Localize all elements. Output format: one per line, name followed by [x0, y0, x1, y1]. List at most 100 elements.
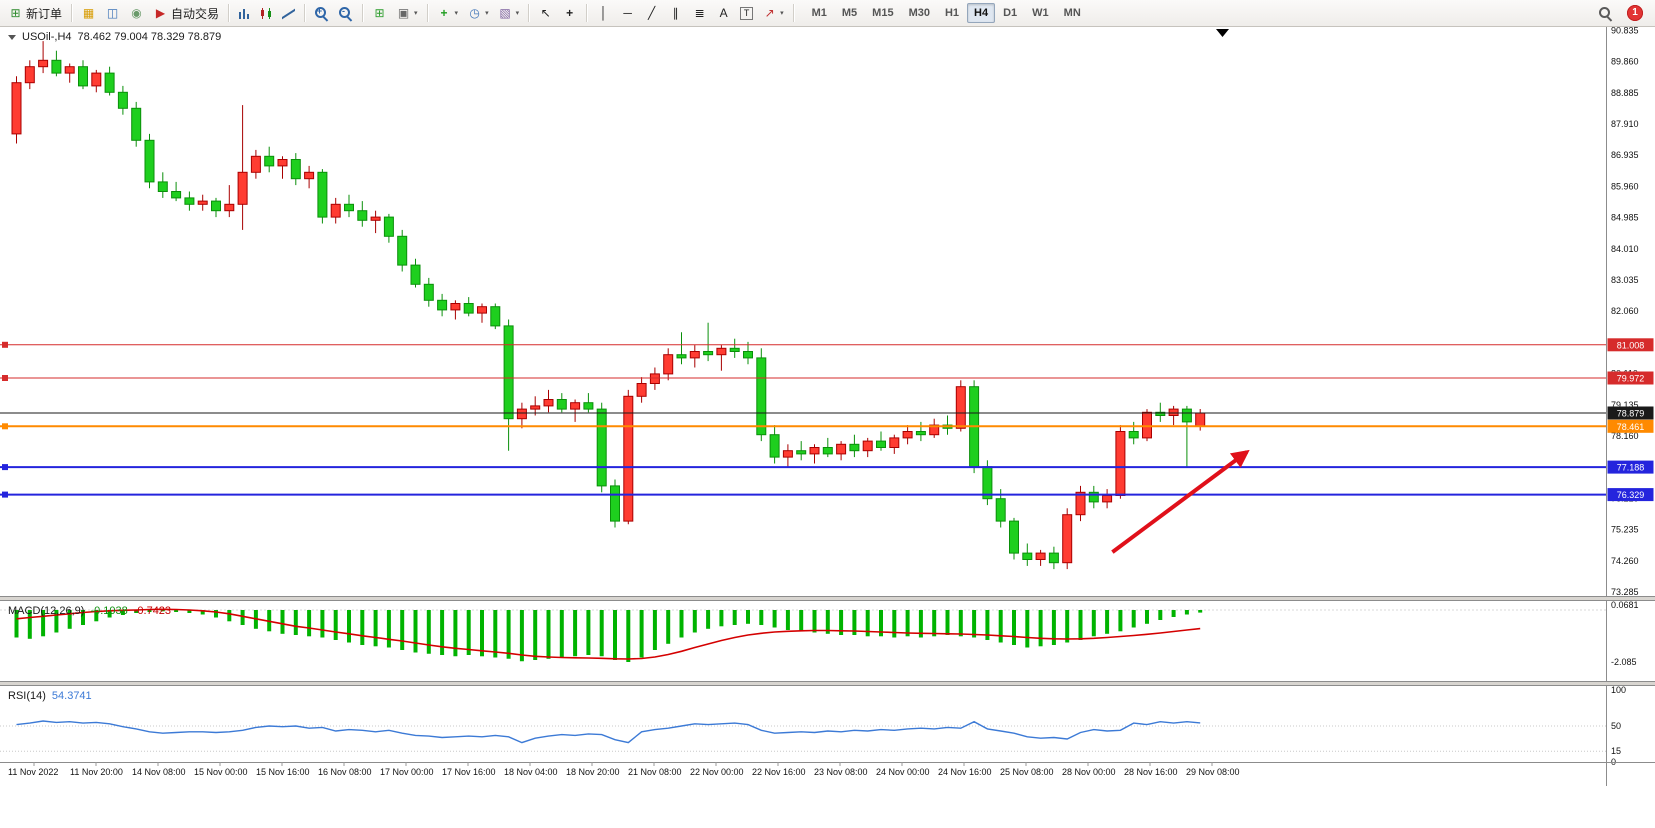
zoom-in-button[interactable]: + [310, 2, 333, 24]
timeframe-h1-button[interactable]: H1 [938, 3, 966, 23]
price-axis[interactable]: 90.835 89.860 88.885 87.910 86.935 85.960 84.9… [1606, 27, 1654, 786]
vertical-line-icon: │ [599, 6, 608, 20]
svg-text:16 Nov 08:00: 16 Nov 08:00 [318, 767, 372, 777]
text-label-icon: T [740, 6, 754, 20]
horizontal-line-icon: ─ [623, 6, 632, 20]
trend-arrow-annotation[interactable] [1111, 449, 1250, 554]
line-handle[interactable] [2, 464, 8, 471]
svg-text:79.972: 79.972 [1617, 374, 1645, 384]
svg-text:28 Nov 00:00: 28 Nov 00:00 [1062, 767, 1116, 777]
svg-text:50: 50 [1611, 721, 1621, 731]
dropdown-caret-icon: ▾ [515, 10, 520, 17]
candlestick-chart-button[interactable] [256, 2, 277, 24]
chart-shift-marker[interactable] [1216, 29, 1229, 37]
timeframe-m15-button[interactable]: M15 [865, 3, 900, 23]
profiles-button[interactable]: ◫ [101, 2, 124, 24]
timeframe-m30-button[interactable]: M30 [902, 3, 937, 23]
timeframe-h4-button[interactable]: H4 [967, 3, 996, 23]
svg-text:25 Nov 08:00: 25 Nov 08:00 [1000, 767, 1054, 777]
tile-windows-button[interactable]: ⊞ [368, 2, 391, 24]
toolbar-separator [792, 4, 794, 22]
new-order-button-label: 新订单 [26, 6, 63, 21]
line-chart-button[interactable] [278, 2, 299, 24]
svg-text:89.860: 89.860 [1611, 57, 1639, 67]
timeframe-m5-button[interactable]: M5 [835, 3, 864, 23]
rsi-panel: 10050150 [0, 685, 1626, 767]
zoom-in-icon: + [314, 6, 329, 21]
time-axis[interactable]: 11 Nov 2022 11 Nov 20:00 14 Nov 08:00 15 No… [0, 762, 1655, 777]
price-badge [1607, 338, 1654, 352]
svg-text:83.035: 83.035 [1611, 275, 1639, 285]
svg-text:76.329: 76.329 [1617, 490, 1645, 500]
line-handle[interactable] [2, 375, 8, 381]
periods-button[interactable]: ◷ ▾ [463, 2, 493, 24]
price-badge [1607, 406, 1654, 420]
svg-text:84.985: 84.985 [1611, 213, 1639, 223]
svg-text:29 Nov 08:00: 29 Nov 08:00 [1186, 767, 1240, 777]
channel-button[interactable]: ∥ [664, 2, 687, 24]
toolbar-main-group: ⊞ 新订单 ▦ ◫ ◉ ▶ 自动交易 + - ⊞ ▣ ▾ + ▾ ◷ ▾ ▧ ▾ ↖ + │ ─ ╱ ∥ ≣ A T ↗ ▾ M1 M5 M1… [4, 2, 1088, 24]
line-handle[interactable] [2, 491, 8, 498]
toolbar-separator [528, 4, 530, 22]
line-handle[interactable] [2, 423, 8, 430]
bar-chart-button[interactable] [234, 2, 255, 24]
line-chart-icon [282, 7, 295, 20]
svg-text:14 Nov 08:00: 14 Nov 08:00 [132, 767, 186, 777]
cursor-button[interactable]: ↖ [534, 2, 557, 24]
tile-windows-icon: ⊞ [374, 6, 385, 20]
price-badge [1607, 488, 1654, 502]
line-handle[interactable] [2, 341, 8, 348]
market-watch-icon: ◉ [131, 6, 142, 20]
channel-icon: ∥ [672, 6, 679, 20]
timeframe-w1-button[interactable]: W1 [1025, 3, 1056, 23]
toolbar-separator [304, 4, 306, 22]
candles [11, 41, 1206, 570]
toolbar-separator [426, 4, 428, 22]
zoom-out-button[interactable]: - [334, 2, 357, 24]
market-watch-button[interactable]: ◉ [125, 2, 148, 24]
dropdown-caret-icon: ▾ [485, 10, 489, 17]
svg-text:28 Nov 16:00: 28 Nov 16:00 [1124, 767, 1178, 777]
svg-text:15: 15 [1611, 746, 1621, 756]
trendline-button[interactable]: ╱ [640, 2, 663, 24]
autotrading-button[interactable]: ▶ 自动交易 [149, 2, 223, 24]
timeframe-d1-button[interactable]: D1 [996, 3, 1024, 23]
cascade-windows-icon: ▣ [397, 6, 410, 20]
crosshair-button[interactable]: + [558, 2, 581, 24]
new-order-button[interactable]: ⊞ 新订单 [4, 2, 66, 24]
new-chart-button[interactable]: ▦ [77, 2, 100, 24]
autotrading-button-label: 自动交易 [171, 6, 220, 21]
search-button[interactable] [1594, 2, 1617, 24]
notifications-badge[interactable]: 1 [1627, 5, 1643, 21]
label-button[interactable]: T [736, 2, 757, 24]
trendline-icon: ╱ [647, 6, 656, 20]
chart-canvas[interactable]: 90.835 89.860 88.885 87.910 86.935 85.960 84.9… [0, 27, 1655, 828]
text-button[interactable]: A [712, 2, 735, 24]
vertical-line-button[interactable]: │ [592, 2, 615, 24]
shapes-button[interactable]: ↗ ▾ [758, 2, 788, 24]
price-badge [1607, 419, 1654, 433]
svg-text:21 Nov 08:00: 21 Nov 08:00 [628, 767, 682, 777]
svg-text:17 Nov 00:00: 17 Nov 00:00 [380, 767, 434, 777]
horizontal-line-button[interactable]: ─ [616, 2, 639, 24]
fibonacci-button[interactable]: ≣ [688, 2, 711, 24]
timeframe-mn-button[interactable]: MN [1057, 3, 1088, 23]
timeframe-m1-button[interactable]: M1 [805, 3, 834, 23]
panel-divider[interactable] [0, 596, 1655, 601]
toolbar-right-group: 1 [1594, 2, 1651, 24]
indicators-button[interactable]: + ▾ [433, 2, 463, 24]
svg-text:24 Nov 16:00: 24 Nov 16:00 [938, 767, 992, 777]
cascade-windows-button[interactable]: ▣ ▾ [392, 2, 422, 24]
templates-button[interactable]: ▧ ▾ [494, 2, 524, 24]
dropdown-caret-icon: ▾ [414, 10, 418, 17]
svg-text:75.235: 75.235 [1611, 525, 1639, 535]
svg-text:24 Nov 00:00: 24 Nov 00:00 [876, 767, 930, 777]
svg-text:78.160: 78.160 [1611, 431, 1639, 441]
svg-text:73.285: 73.285 [1611, 587, 1639, 597]
level-lines[interactable] [0, 341, 1606, 498]
svg-text:-2.085: -2.085 [1611, 657, 1637, 667]
toolbar-separator [586, 4, 588, 22]
svg-text:79.135: 79.135 [1611, 400, 1639, 410]
profiles-icon: ◫ [106, 6, 119, 20]
panel-divider[interactable] [0, 681, 1655, 686]
